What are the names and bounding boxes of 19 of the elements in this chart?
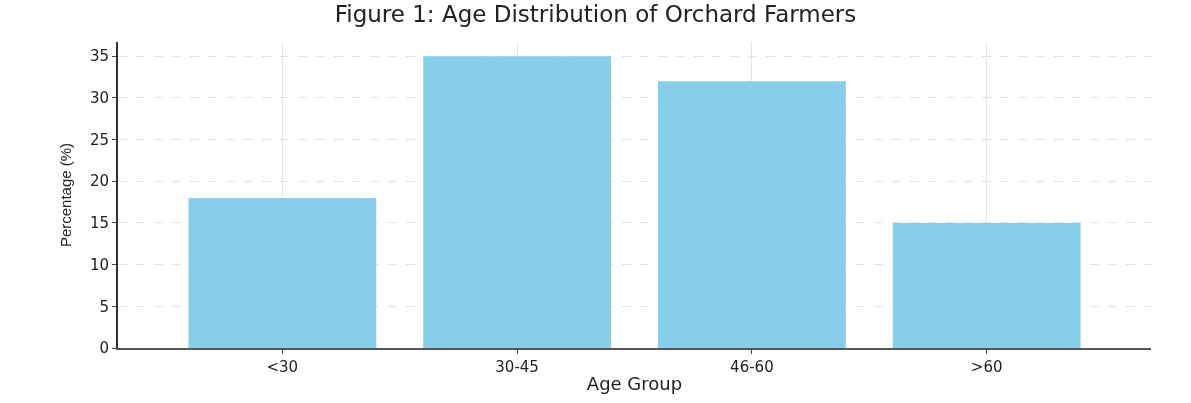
bar (423, 56, 612, 348)
y-tick-label: 25 (89, 130, 109, 149)
y-tick-label: 5 (99, 297, 109, 316)
y-tick-label: 35 (89, 47, 109, 66)
x-tick-label: >60 (970, 358, 1003, 376)
y-tick-label: 15 (89, 214, 109, 233)
y-tick-label: 10 (89, 255, 109, 274)
chart-title: Figure 1: Age Distribution of Orchard Farmers (334, 1, 857, 28)
y-axis-title: Percentage (%) (56, 142, 74, 248)
y-tick-label: 0 (99, 339, 109, 358)
x-tick-label: 46-60 (730, 358, 774, 376)
y-tick-label: 30 (89, 89, 109, 108)
x-tick-label: <30 (266, 358, 299, 376)
bar (657, 81, 846, 348)
bar (188, 197, 377, 348)
x-tick-label: 30-45 (495, 358, 539, 376)
y-tick-label: 20 (89, 172, 109, 191)
x-axis-title: Age Group (586, 372, 683, 394)
bar (892, 222, 1081, 348)
